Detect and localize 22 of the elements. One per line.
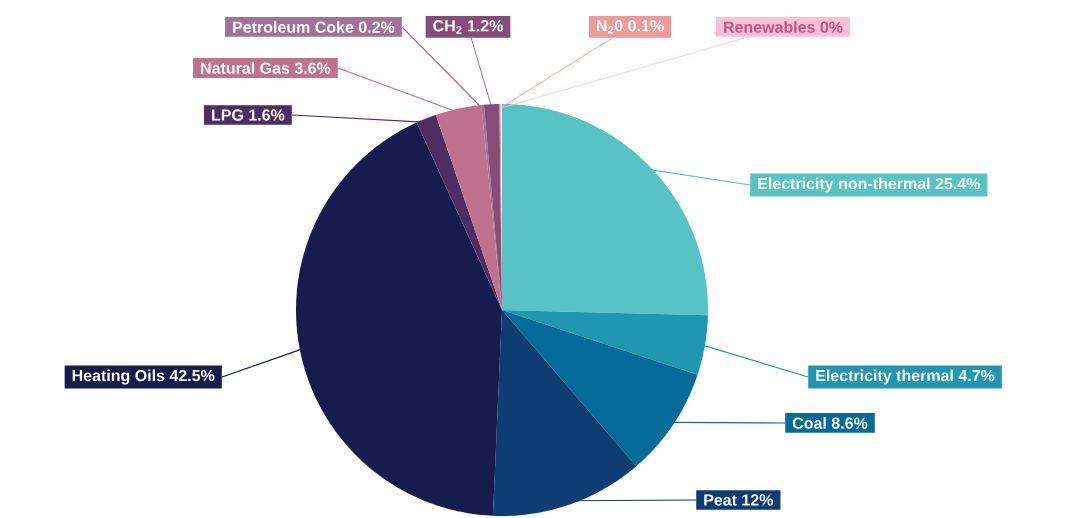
slice-label: LPG bbox=[212, 109, 243, 121]
slice-label: Heating Oils bbox=[72, 369, 165, 385]
slice-label: Petroleum Coke bbox=[233, 21, 354, 33]
slice-label: Peat bbox=[704, 494, 737, 506]
data-label: 8.6% bbox=[831, 417, 868, 429]
data-label: 1.6% bbox=[249, 109, 285, 121]
slice-label: Natural Gas bbox=[201, 62, 290, 74]
slice-label: Electricity thermal bbox=[816, 369, 953, 385]
data-label: 12% bbox=[742, 494, 774, 506]
data-label: 0.2% bbox=[358, 21, 395, 33]
slice-label: CH$_{2}$ bbox=[433, 20, 462, 34]
data-label: 42.5% bbox=[169, 369, 215, 382]
data-label: 1.2% bbox=[467, 20, 503, 32]
category-label: Renewables bbox=[724, 21, 815, 33]
text: 0% bbox=[820, 21, 843, 33]
data-label: 25.4% bbox=[935, 177, 980, 190]
slice-label: Electricity non-thermal bbox=[758, 177, 930, 193]
slice-label: Coal bbox=[792, 417, 826, 429]
slice-label: N$_{2}$0 bbox=[597, 20, 623, 34]
data-label: 3.6% bbox=[294, 62, 331, 74]
data-label: 0.1% bbox=[628, 20, 664, 32]
data-label: 4.7% bbox=[958, 369, 995, 382]
